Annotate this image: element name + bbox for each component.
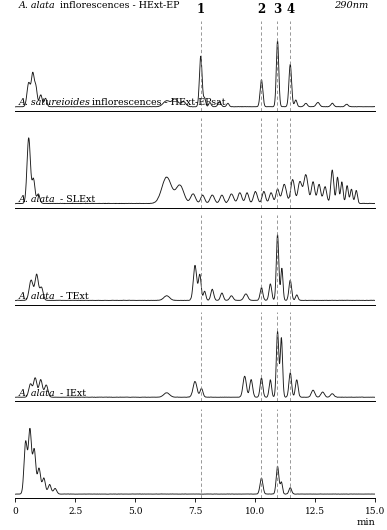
- Text: A. alata: A. alata: [19, 2, 56, 11]
- Text: 3: 3: [273, 3, 282, 16]
- Text: inflorescences - HExt-EP: inflorescences - HExt-EP: [57, 2, 179, 11]
- Text: 4: 4: [286, 3, 294, 16]
- Text: A. alata: A. alata: [19, 389, 56, 398]
- Text: A. alata: A. alata: [19, 292, 56, 301]
- Text: 2: 2: [257, 3, 265, 16]
- Text: 290nm: 290nm: [334, 2, 368, 11]
- Text: A. alata: A. alata: [19, 195, 56, 204]
- Text: - TExt: - TExt: [57, 292, 88, 301]
- Text: min: min: [357, 518, 375, 527]
- Text: - IExt: - IExt: [57, 389, 86, 398]
- Text: inflorescences - HExt-EPsat: inflorescences - HExt-EPsat: [89, 98, 226, 107]
- Text: 1: 1: [197, 3, 205, 16]
- Text: A. satureioides: A. satureioides: [19, 98, 91, 107]
- Text: - SLExt: - SLExt: [57, 195, 95, 204]
